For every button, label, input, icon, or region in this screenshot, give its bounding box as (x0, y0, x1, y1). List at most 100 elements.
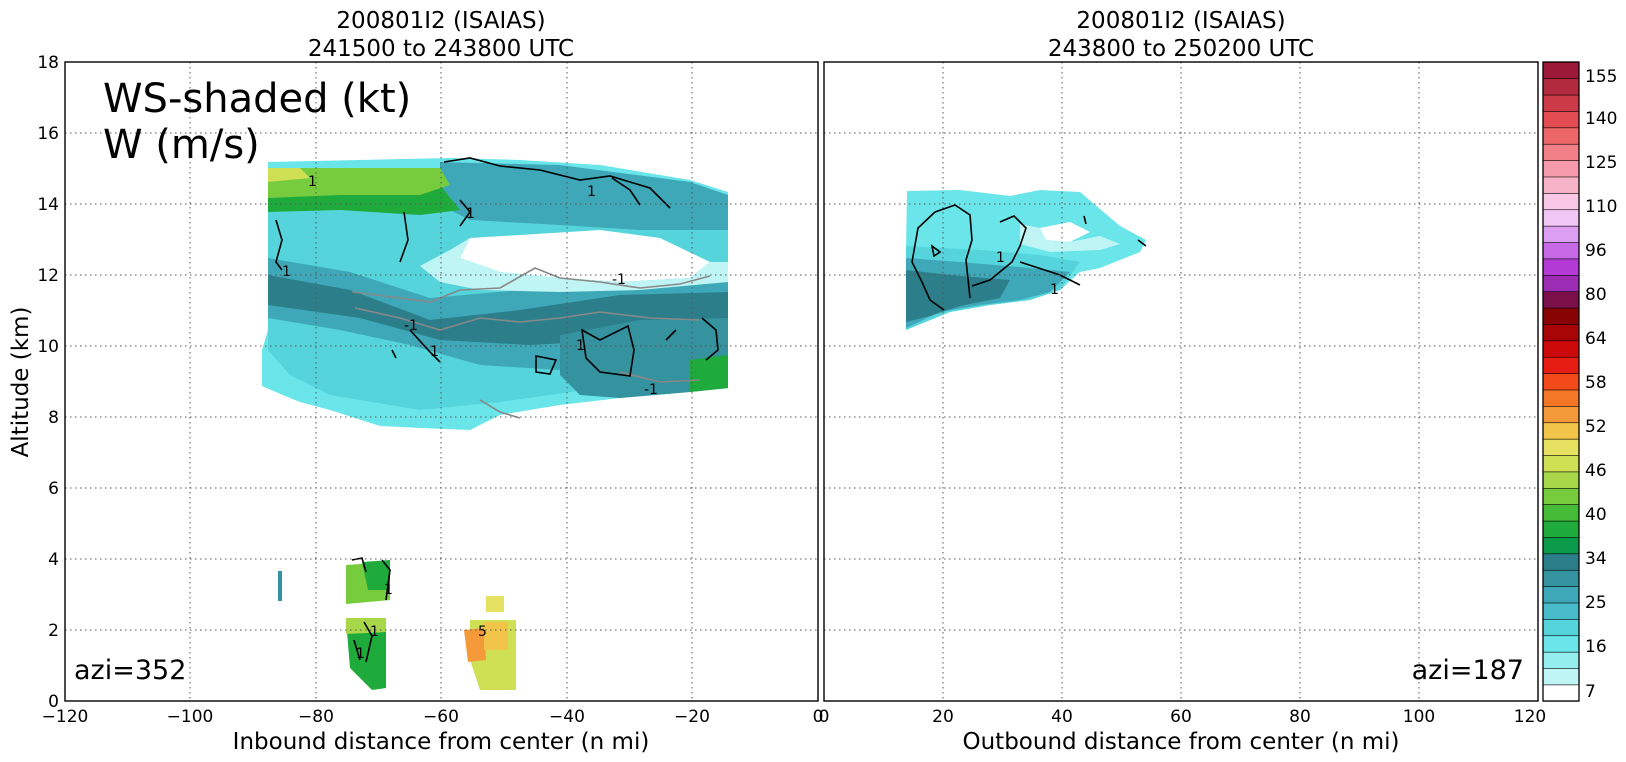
left-contour-label: 1 (282, 264, 291, 280)
colorbar-cell (1542, 422, 1580, 440)
left-x-tick: −20 (674, 707, 710, 727)
colorbar-cell (1542, 667, 1580, 686)
colorbar-cell (1542, 618, 1580, 637)
right-ws-white (1040, 222, 1090, 242)
colorbar-label: 125 (1585, 153, 1617, 173)
right-shading (906, 190, 1146, 330)
colorbar-cell (1542, 274, 1580, 292)
y-tick: 0 (48, 692, 59, 712)
right-title-line2: 243800 to 250200 UTC (1048, 36, 1314, 62)
left-ws-green-patch (690, 355, 728, 392)
colorbar-cell (1542, 143, 1580, 161)
right-x-tick: 80 (1289, 707, 1311, 727)
colorbar-cell (1542, 258, 1580, 276)
colorbar-cell (1542, 569, 1580, 587)
left-x-tick: −60 (423, 707, 459, 727)
left-ws-dark-lower (560, 318, 728, 398)
colorbar-cell (1542, 61, 1580, 79)
left-x-ticks: −120 −100 −80 −60 −40 −20 0 (42, 707, 824, 727)
right-x-ticks: 0 20 40 60 80 100 120 (819, 707, 1547, 727)
right-plot-frame (823, 61, 1539, 702)
colorbar-cell (1542, 291, 1580, 309)
colorbar-cell (1542, 635, 1580, 653)
left-contour-label: 1 (370, 624, 379, 640)
left-grid (65, 62, 818, 701)
left-x-axis-label: Inbound distance from center (n mi) (233, 729, 650, 755)
colorbar-cell (1542, 209, 1580, 227)
left-contour-label: 1 (430, 344, 439, 360)
y-tick: 2 (48, 621, 59, 641)
right-ws-pale (1020, 224, 1120, 252)
left-contour-label: 1 (466, 206, 475, 222)
left-w-contours (275, 157, 719, 663)
colorbar-label: 96 (1585, 241, 1607, 261)
y-tick: 8 (48, 408, 59, 428)
colorbar-label: 25 (1585, 593, 1607, 613)
colorbar-label: 46 (1585, 461, 1607, 481)
left-contour-label: 1 (308, 174, 317, 190)
colorbar-cell (1542, 127, 1580, 145)
right-x-tick: 120 (1514, 707, 1546, 727)
colorbar-cell (1542, 586, 1580, 604)
left-ws-low-green-a-core (362, 560, 390, 590)
colorbar-cell (1542, 356, 1580, 374)
left-title-line1: 200801I2 (ISAIAS) (336, 8, 545, 34)
y-axis-label: Altitude (km) (8, 307, 34, 458)
right-x-tick: 0 (819, 707, 830, 727)
right-panel: 200801I2 (ISAIAS) 243800 to 250200 UTC 1… (819, 8, 1547, 755)
left-x-tick: −100 (167, 707, 214, 727)
left-plot-frame (64, 61, 819, 702)
legend-ws-shaded: WS-shaded (kt) (103, 76, 411, 122)
left-x-tick: −80 (298, 707, 334, 727)
colorbar-cell (1542, 504, 1580, 522)
y-tick: 12 (37, 266, 59, 286)
colorbar-cell (1542, 307, 1580, 325)
left-ws-low-yellow-top (486, 596, 504, 612)
left-azimuth-label: azi=352 (74, 655, 186, 686)
left-w-contour-black (275, 157, 719, 663)
colorbar-cell (1542, 684, 1580, 702)
left-w-contour-gray (351, 267, 711, 419)
legend-w: W (m/s) (103, 122, 260, 168)
colorbar-cell (1542, 471, 1580, 489)
left-ws-low-teal-strip (278, 571, 282, 601)
right-x-tick: 60 (1170, 707, 1192, 727)
colorbar-cell (1542, 373, 1580, 391)
left-ws-top-teal (440, 162, 728, 230)
y-tick: 18 (37, 53, 59, 73)
colorbar-label: 110 (1585, 197, 1617, 217)
colorbar-label: 58 (1585, 373, 1607, 393)
colorbar-cell (1542, 225, 1580, 243)
colorbar-label: 16 (1585, 637, 1607, 657)
left-x-tick: −40 (549, 707, 585, 727)
colorbar-cell (1542, 389, 1580, 407)
colorbar-frame (1542, 61, 1580, 702)
colorbar-label: 155 (1585, 67, 1617, 87)
left-x-tick: −120 (42, 707, 89, 727)
colorbar-cells (1542, 61, 1580, 702)
left-x-tick: 0 (813, 707, 824, 727)
y-ticks: 0 2 4 6 8 10 12 14 16 18 (37, 53, 59, 712)
left-contour-label: -1 (644, 382, 658, 398)
right-contour-label: 1 (1050, 282, 1059, 298)
y-tick: 10 (37, 337, 59, 357)
left-panel: 200801I2 (ISAIAS) 241500 to 243800 UTC (8, 8, 823, 755)
colorbar-cell (1542, 176, 1580, 194)
left-contour-label: -1 (612, 272, 626, 288)
colorbar-cell (1542, 536, 1580, 555)
colorbar-cell (1542, 454, 1580, 473)
right-contour-labels: 1 1 (996, 250, 1059, 298)
y-tick: 14 (37, 195, 59, 215)
colorbar-cell (1542, 340, 1580, 358)
left-contour-label: 1 (356, 646, 365, 662)
right-azimuth-label: azi=187 (1412, 655, 1524, 686)
left-ws-top-lime (268, 168, 450, 198)
right-x-tick: 40 (1051, 707, 1073, 727)
left-contour-label: 1 (384, 582, 393, 598)
colorbar-cell (1542, 192, 1580, 211)
right-title-line1: 200801I2 (ISAIAS) (1076, 8, 1285, 34)
y-tick: 16 (37, 124, 59, 144)
right-x-axis-label: Outbound distance from center (n mi) (963, 729, 1400, 755)
left-ws-top-yellow (268, 168, 310, 182)
